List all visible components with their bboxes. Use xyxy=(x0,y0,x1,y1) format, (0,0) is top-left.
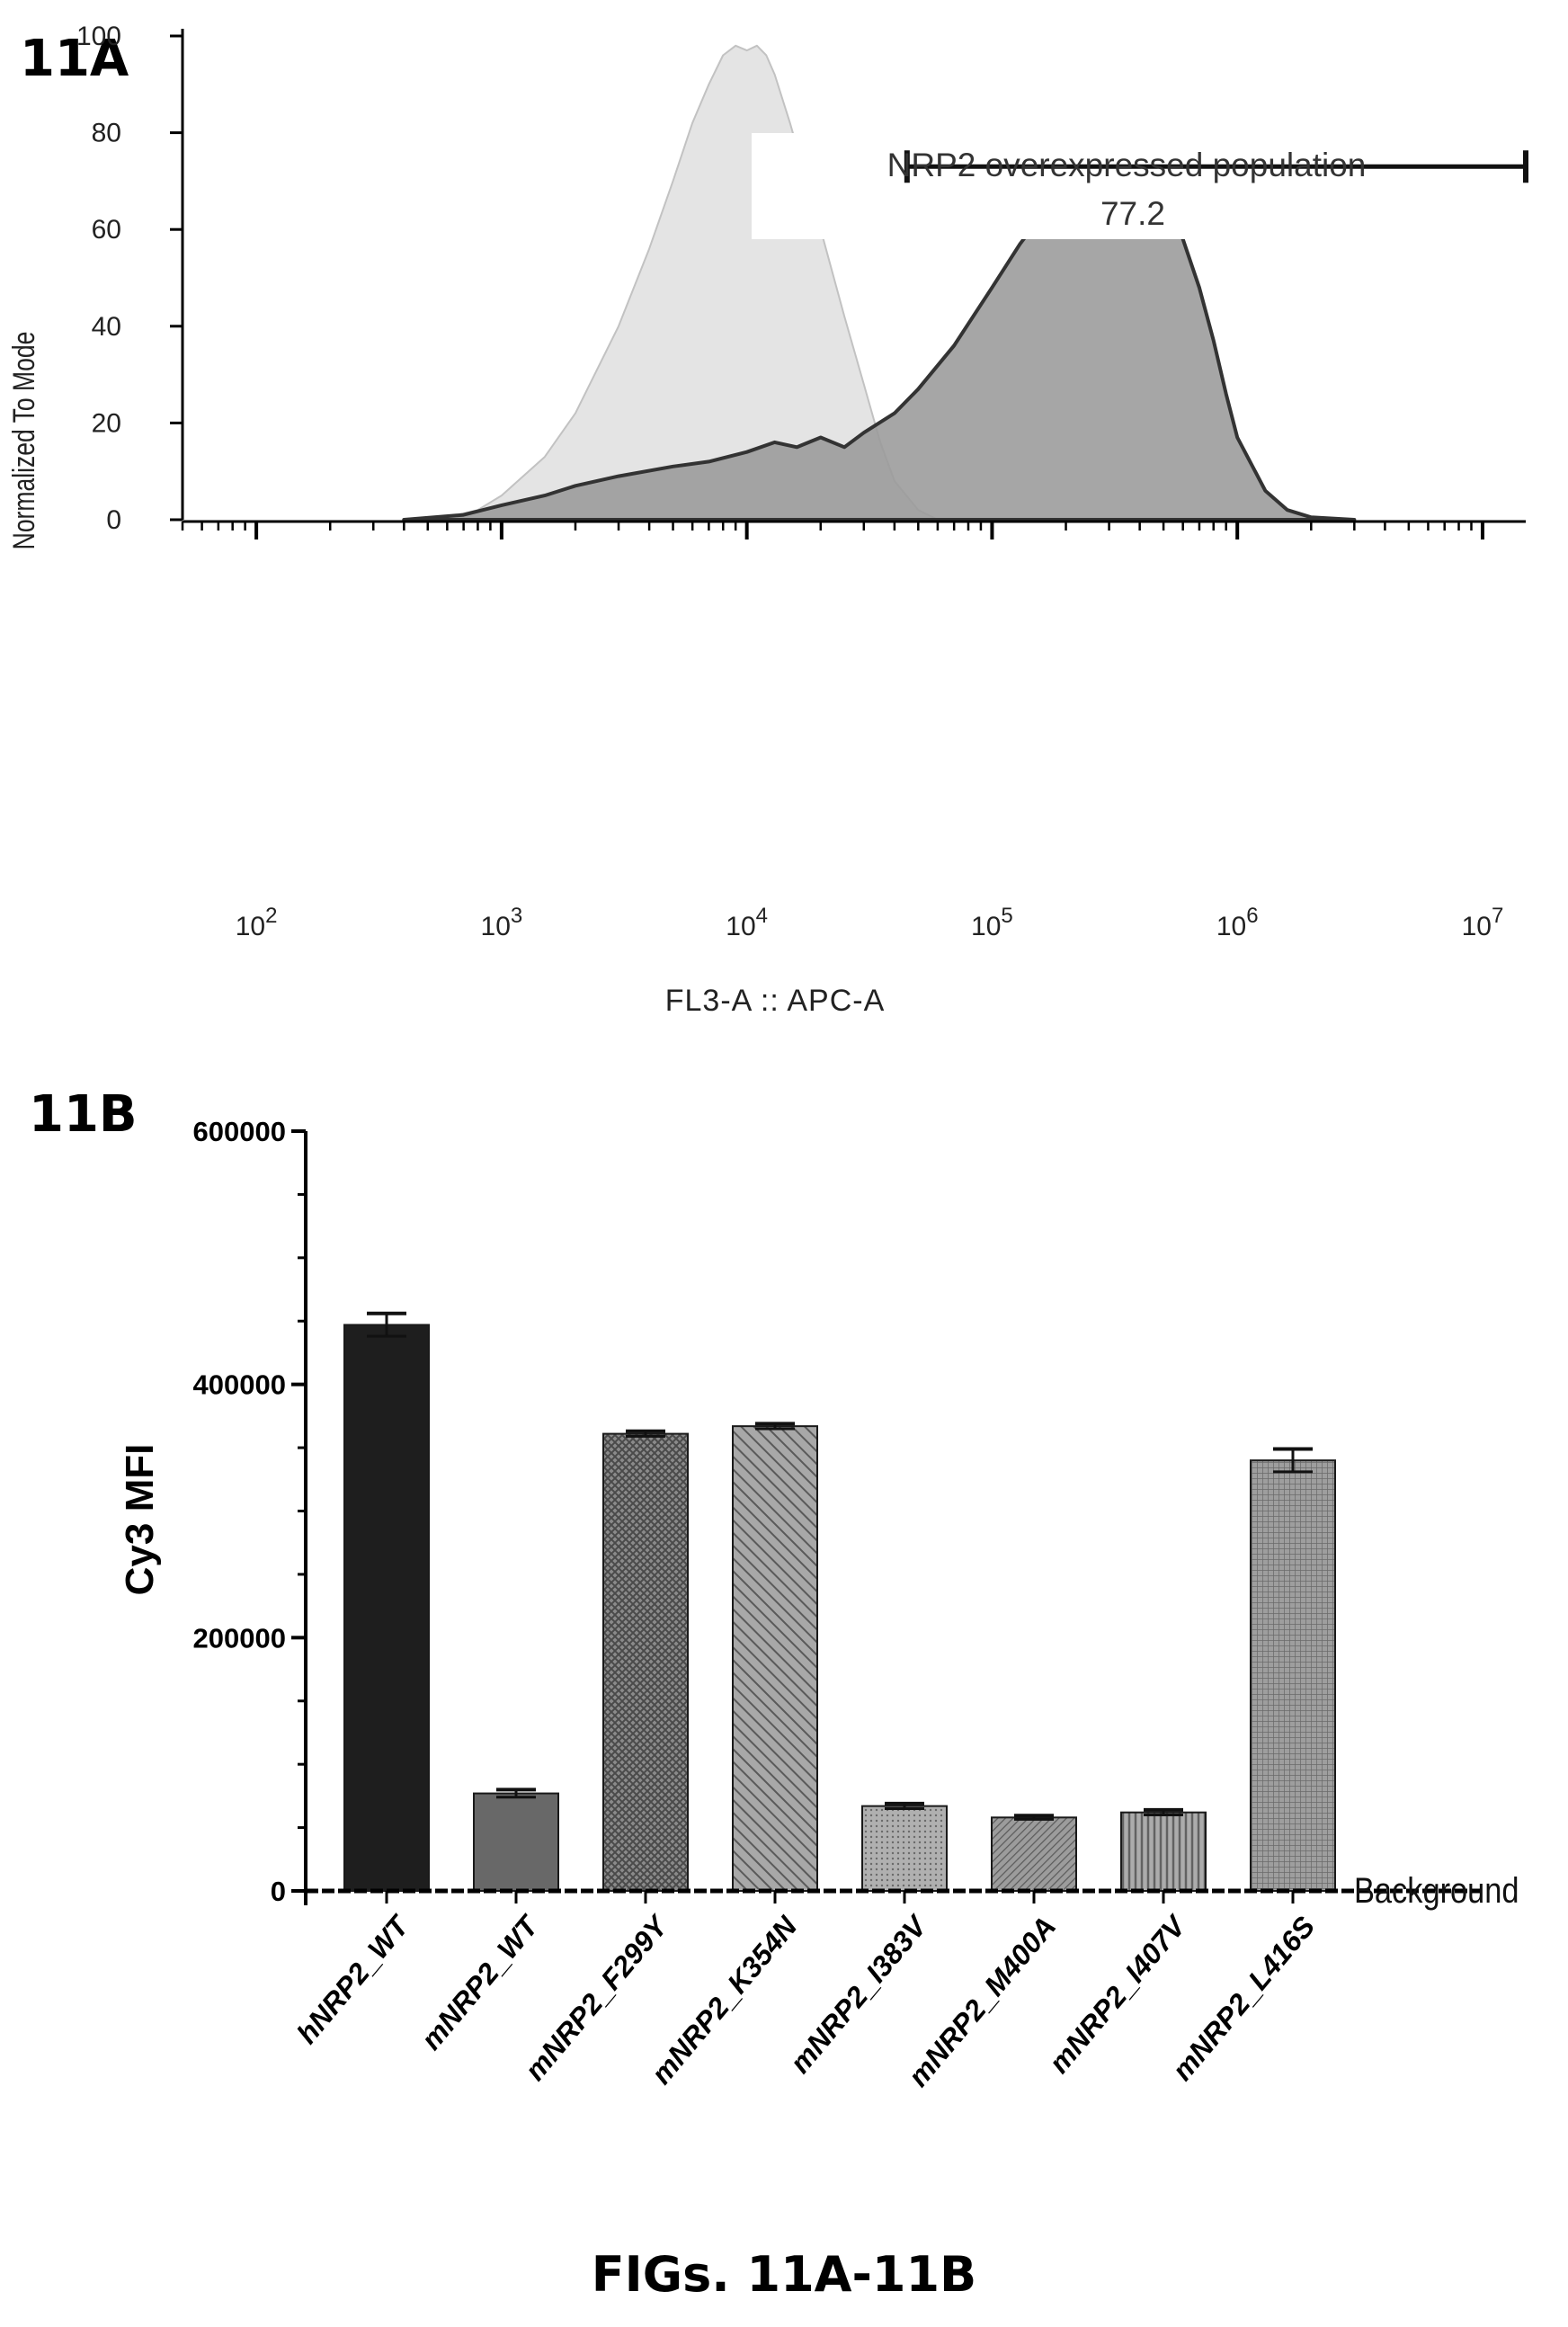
panel-a-label: 11A xyxy=(20,30,129,88)
x-tick-label: 102 xyxy=(236,904,278,941)
x-tick-base: 10 xyxy=(481,912,511,941)
x-tick-exponent: 2 xyxy=(265,904,277,928)
bar-mNRP2_WT xyxy=(473,1792,559,1893)
x-tick-exponent: 6 xyxy=(1246,904,1258,928)
b-y-tick-label: 0 xyxy=(271,1876,286,1907)
b-y-tick-label: 200000 xyxy=(193,1622,286,1654)
y-tick-label: 0 xyxy=(106,505,121,535)
category-label: mNRP2_I383V xyxy=(783,1908,934,2079)
bar-mNRP2_M400A xyxy=(991,1816,1077,1892)
x-tick-base: 10 xyxy=(726,912,755,941)
gate-label-background xyxy=(752,133,1501,239)
histogram-area-1 xyxy=(403,44,939,521)
x-tick-base: 10 xyxy=(1462,912,1492,941)
x-tick-label: 103 xyxy=(481,904,523,941)
gate-marker: NRP2 overexpressed population 77.2 xyxy=(752,133,1528,239)
x-tick-exponent: 7 xyxy=(1492,904,1503,928)
bar-mNRP2_I383V xyxy=(861,1805,948,1893)
y-tick-label: 40 xyxy=(92,312,121,342)
b-y-tick-label: 400000 xyxy=(193,1369,286,1401)
x-tick-base: 10 xyxy=(236,912,265,941)
x-tick-base: 10 xyxy=(971,912,1001,941)
bar-hNRP2_WT xyxy=(343,1324,430,1892)
x-tick-label: 104 xyxy=(726,904,768,941)
x-tick-exponent: 4 xyxy=(756,904,768,928)
bar-series: hNRP2_WT mNRP2_WTmNRP2_F299YmNRP2_K354NmN… xyxy=(290,1311,1336,2092)
b-y-tick-label: 600000 xyxy=(193,1116,286,1147)
panel-b-axes: 0 200000 400000 600000 xyxy=(193,1116,1482,1907)
bar-mNRP2_L416S xyxy=(1250,1459,1336,1892)
category-label: mNRP2_WT xyxy=(414,1908,546,2055)
x-tick-label: 107 xyxy=(1462,904,1504,941)
category-label: mNRP2_I407V xyxy=(1042,1908,1193,2079)
y-tick-label: 80 xyxy=(92,119,121,148)
category-label: hNRP2_WT xyxy=(290,1908,416,2049)
bar-mNRP2_I407V xyxy=(1120,1811,1207,1893)
figure-caption: FIGs. 11A-11B xyxy=(592,2246,976,2303)
panel-a-x-axis-label: FL3-A :: APC-A xyxy=(665,984,886,1018)
bar-mNRP2_K354N xyxy=(732,1425,818,1893)
background-label: Background xyxy=(1354,1870,1519,1911)
y-tick-label: 60 xyxy=(92,215,121,245)
histogram-area-2 xyxy=(402,150,1357,522)
x-tick-base: 10 xyxy=(1216,912,1246,941)
panel-b-label: 11B xyxy=(29,1085,138,1144)
bar-mNRP2_F299Y xyxy=(602,1432,689,1892)
panel-11b: 11B hNRP2_WT mNRP2_WTmNRP2_F299YmNRP2_K35… xyxy=(29,1085,1519,2092)
panel-a-y-axis-label: Normalized To Mode xyxy=(7,332,41,550)
panel-b-y-axis-label: Cy3 MFI xyxy=(118,1444,162,1596)
y-tick-label: 100 xyxy=(76,22,121,51)
x-tick-exponent: 3 xyxy=(511,904,522,928)
y-tick-label: 20 xyxy=(92,408,121,438)
gate-label: NRP2 overexpressed population xyxy=(887,147,1367,183)
x-tick-exponent: 5 xyxy=(1001,904,1012,928)
gate-value: 77.2 xyxy=(1100,195,1165,232)
histogram-layers xyxy=(402,44,1357,522)
x-tick-label: 105 xyxy=(971,904,1013,941)
x-tick-label: 106 xyxy=(1216,904,1259,941)
category-label: mNRP2_L416S xyxy=(1166,1910,1322,2087)
